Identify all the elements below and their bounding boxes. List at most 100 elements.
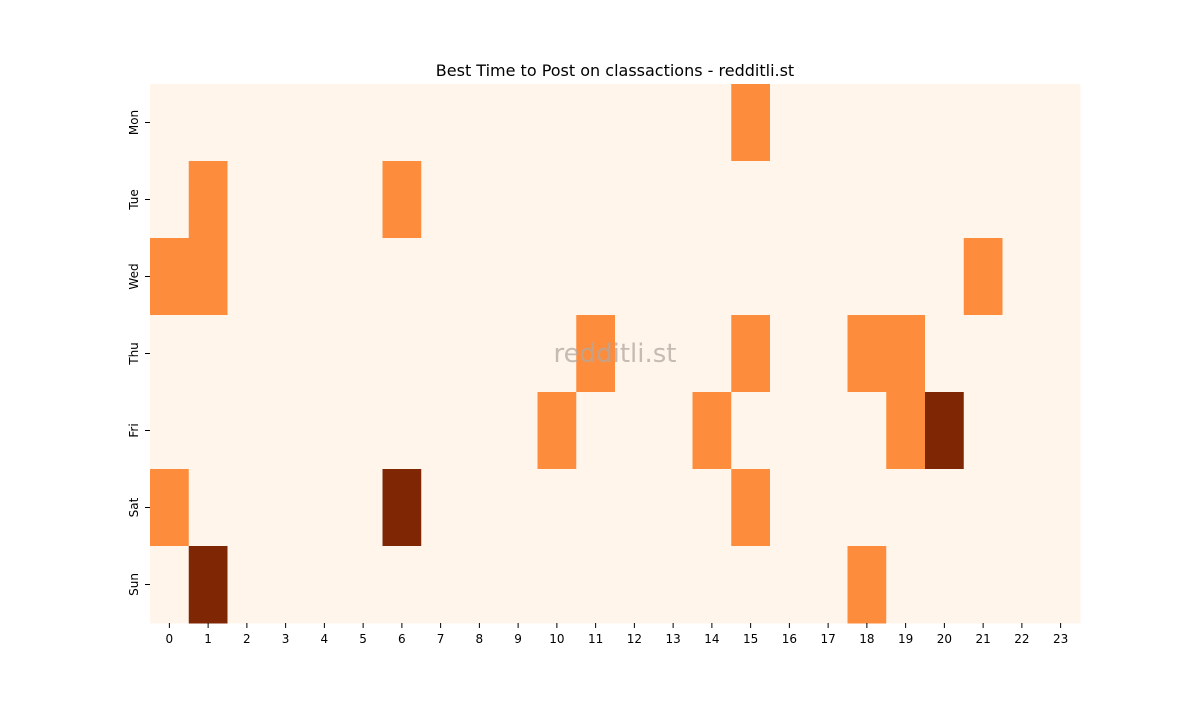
x-tick-label: 20 (937, 632, 952, 646)
heatmap-cell (460, 392, 500, 470)
heatmap-cell (1041, 392, 1081, 470)
x-axis: 0 1 2 3 4 5 6 7 8 9 10 11 12 13 14 15 16 17 18 19 20 21 22 23 (166, 623, 1068, 646)
heatmap-cell (460, 546, 500, 624)
heatmap-cell (615, 469, 655, 547)
heatmap-cell (343, 84, 383, 162)
heatmap-cell (886, 546, 926, 624)
heatmap-cell (925, 392, 965, 470)
heatmap-cell (925, 84, 965, 162)
x-tick-label: 12 (627, 632, 642, 646)
heatmap-cell (227, 392, 267, 470)
heatmap-cell (731, 469, 771, 547)
heatmap-cell (886, 84, 926, 162)
heatmap-cell (692, 469, 732, 547)
heatmap-cell (808, 546, 848, 624)
heatmap-cell (731, 84, 771, 162)
heatmap-cell (808, 469, 848, 547)
heatmap-cell (886, 469, 926, 547)
heatmap-cell (150, 238, 190, 316)
heatmap-cell (847, 238, 887, 316)
heatmap-cell (770, 392, 810, 470)
heatmap-cell (460, 84, 500, 162)
heatmap-cell (266, 315, 306, 393)
heatmap-cell (847, 469, 887, 547)
heatmap-cell (770, 469, 810, 547)
heatmap-cell (150, 546, 190, 624)
x-tick-label: 22 (1014, 632, 1029, 646)
heatmap-cell (576, 238, 616, 316)
heatmap-cell (343, 315, 383, 393)
heatmap-cell (460, 315, 500, 393)
x-tick-label: 0 (166, 632, 174, 646)
heatmap-cell (615, 392, 655, 470)
heatmap-cell (150, 469, 190, 547)
heatmap-cell (1041, 84, 1081, 162)
heatmap-cell (925, 546, 965, 624)
heatmap-cell (963, 161, 1003, 239)
heatmap-cell (963, 315, 1003, 393)
heatmap-cell (770, 546, 810, 624)
heatmap-cell (266, 546, 306, 624)
x-tick-label: 8 (476, 632, 484, 646)
heatmap-cell (266, 469, 306, 547)
heatmap-cell (576, 546, 616, 624)
heatmap-cell (653, 315, 693, 393)
heatmap-cell (963, 392, 1003, 470)
heatmap-cell (653, 238, 693, 316)
heatmap-cell (653, 546, 693, 624)
heatmap-cell (382, 315, 422, 393)
y-tick-label: Thu (127, 342, 141, 366)
heatmap-cell (188, 546, 228, 624)
heatmap-cell (886, 238, 926, 316)
heatmap-cell (421, 469, 461, 547)
heatmap-cell (770, 315, 810, 393)
heatmap-cell (266, 84, 306, 162)
heatmap-cell (460, 469, 500, 547)
heatmap-cell (1002, 315, 1042, 393)
x-tick-label: 10 (549, 632, 564, 646)
y-tick-label: Wed (127, 263, 141, 289)
heatmap-cell (188, 84, 228, 162)
heatmap-cell (653, 161, 693, 239)
heatmap-cell (692, 84, 732, 162)
heatmap-cell (150, 315, 190, 393)
heatmap-cell (925, 315, 965, 393)
heatmap-cell (692, 238, 732, 316)
heatmap-cell (498, 315, 538, 393)
heatmap-cell (421, 161, 461, 239)
heatmap-cell (692, 546, 732, 624)
heatmap-cell (886, 392, 926, 470)
heatmap-cell (576, 469, 616, 547)
x-tick-label: 7 (437, 632, 445, 646)
x-tick-label: 17 (820, 632, 835, 646)
heatmap-cell (460, 238, 500, 316)
heatmap-cell (963, 238, 1003, 316)
heatmap-cell (615, 84, 655, 162)
heatmap-cell (305, 392, 345, 470)
heatmap-cell (343, 469, 383, 547)
heatmap-cell (498, 546, 538, 624)
heatmap-cell (770, 84, 810, 162)
x-tick-label: 1 (204, 632, 212, 646)
heatmap-cell (731, 392, 771, 470)
heatmap-cell (770, 161, 810, 239)
heatmap-cell (382, 546, 422, 624)
heatmap-cell (382, 161, 422, 239)
heatmap-cell (576, 315, 616, 393)
x-tick-label: 4 (321, 632, 329, 646)
heatmap-cell (421, 238, 461, 316)
heatmap-cell (1002, 161, 1042, 239)
heatmap-cell (382, 469, 422, 547)
heatmap-cell (227, 238, 267, 316)
heatmap-cell (537, 84, 577, 162)
heatmap-cell (305, 546, 345, 624)
x-tick-label: 23 (1053, 632, 1068, 646)
heatmap-cell (692, 315, 732, 393)
heatmap-cell (421, 546, 461, 624)
heatmap-cell (460, 161, 500, 239)
heatmap-cell (537, 315, 577, 393)
heatmap-cell (847, 84, 887, 162)
x-tick-label: 18 (859, 632, 874, 646)
heatmap-cell (266, 392, 306, 470)
x-tick-label: 14 (704, 632, 719, 646)
